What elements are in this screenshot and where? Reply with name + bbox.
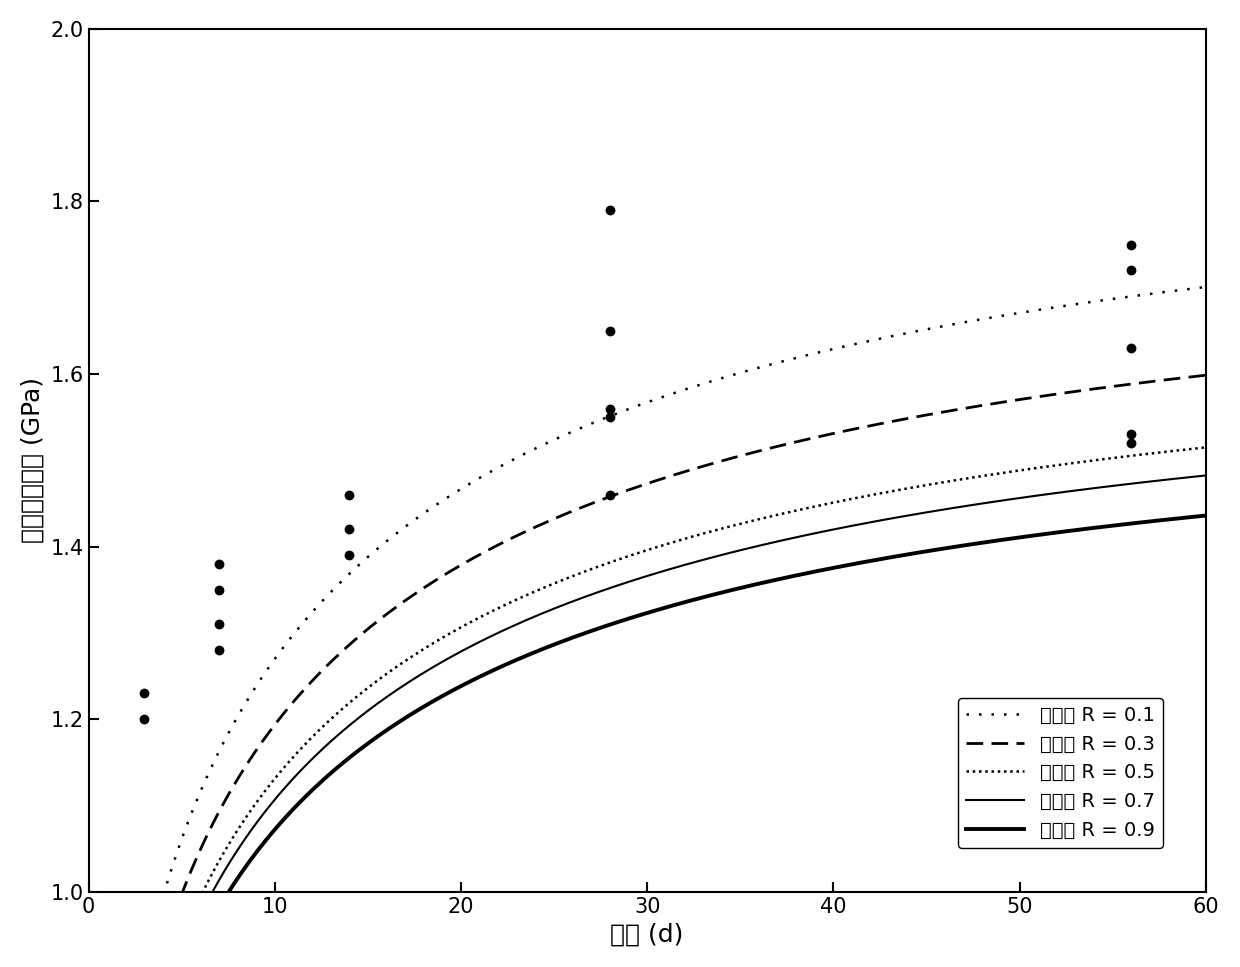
可靠度 R = 0.1 <box>310 601 325 613</box>
可靠度 R = 0.7 <box>839 521 854 533</box>
可靠度 R = 0.5 <box>931 477 946 488</box>
Point <box>600 400 620 416</box>
可靠度 R = 0.5 <box>310 726 325 738</box>
可靠度 R = 0.3 <box>839 425 854 436</box>
可靠度 R = 0.1 <box>931 321 946 333</box>
可靠度 R = 0.3 <box>606 489 621 501</box>
可靠度 R = 0.7 <box>310 748 325 760</box>
可靠度 R = 0.5 <box>755 513 770 524</box>
X-axis label: 龄期 (d): 龄期 (d) <box>610 923 684 946</box>
可靠度 R = 0.1 <box>606 409 621 421</box>
Line: 可靠度 R = 0.9: 可靠度 R = 0.9 <box>125 515 1205 967</box>
Point <box>600 409 620 425</box>
可靠度 R = 0.5 <box>839 494 854 506</box>
可靠度 R = 0.3 <box>755 445 770 456</box>
可靠度 R = 0.1 <box>396 522 410 534</box>
Point <box>208 617 228 632</box>
可靠度 R = 0.7 <box>931 505 946 516</box>
Legend: 可靠度 R = 0.1, 可靠度 R = 0.3, 可靠度 R = 0.5, 可靠度 R = 0.7, 可靠度 R = 0.9: 可靠度 R = 0.1, 可靠度 R = 0.3, 可靠度 R = 0.5, 可… <box>959 698 1163 847</box>
可靠度 R = 0.5 <box>1198 442 1213 454</box>
Point <box>134 712 154 727</box>
可靠度 R = 0.9 <box>396 714 410 725</box>
可靠度 R = 0.7 <box>1198 470 1213 482</box>
可靠度 R = 0.1 <box>839 340 854 352</box>
可靠度 R = 0.3 <box>931 407 946 419</box>
Line: 可靠度 R = 0.3: 可靠度 R = 0.3 <box>125 375 1205 967</box>
Point <box>340 521 360 537</box>
可靠度 R = 0.7 <box>755 540 770 551</box>
Point <box>208 556 228 571</box>
可靠度 R = 0.9 <box>310 779 325 791</box>
可靠度 R = 0.5 <box>396 657 410 668</box>
可靠度 R = 0.9 <box>931 543 946 555</box>
可靠度 R = 0.5 <box>606 555 621 567</box>
可靠度 R = 0.9 <box>606 617 621 629</box>
Line: 可靠度 R = 0.7: 可靠度 R = 0.7 <box>125 476 1205 967</box>
Point <box>1121 263 1141 278</box>
Line: 可靠度 R = 0.5: 可靠度 R = 0.5 <box>125 448 1205 967</box>
Y-axis label: 砂浆弹性模量 (GPa): 砂浆弹性模量 (GPa) <box>21 377 45 543</box>
可靠度 R = 0.3 <box>1198 369 1213 381</box>
可靠度 R = 0.3 <box>310 670 325 682</box>
可靠度 R = 0.7 <box>396 680 410 691</box>
可靠度 R = 0.1 <box>755 361 770 372</box>
可靠度 R = 0.7 <box>606 581 621 593</box>
Point <box>340 547 360 563</box>
Line: 可靠度 R = 0.1: 可靠度 R = 0.1 <box>125 287 1205 967</box>
Point <box>1121 237 1141 252</box>
可靠度 R = 0.1 <box>1198 281 1213 293</box>
Point <box>208 582 228 598</box>
Point <box>600 202 620 218</box>
Point <box>208 642 228 658</box>
Point <box>134 686 154 701</box>
Point <box>600 323 620 338</box>
Point <box>1121 435 1141 451</box>
可靠度 R = 0.9 <box>839 560 854 571</box>
Point <box>340 487 360 503</box>
可靠度 R = 0.9 <box>755 577 770 589</box>
Point <box>600 487 620 503</box>
Point <box>1121 426 1141 442</box>
可靠度 R = 0.3 <box>396 596 410 607</box>
Point <box>1121 340 1141 356</box>
可靠度 R = 0.9 <box>1198 510 1213 521</box>
